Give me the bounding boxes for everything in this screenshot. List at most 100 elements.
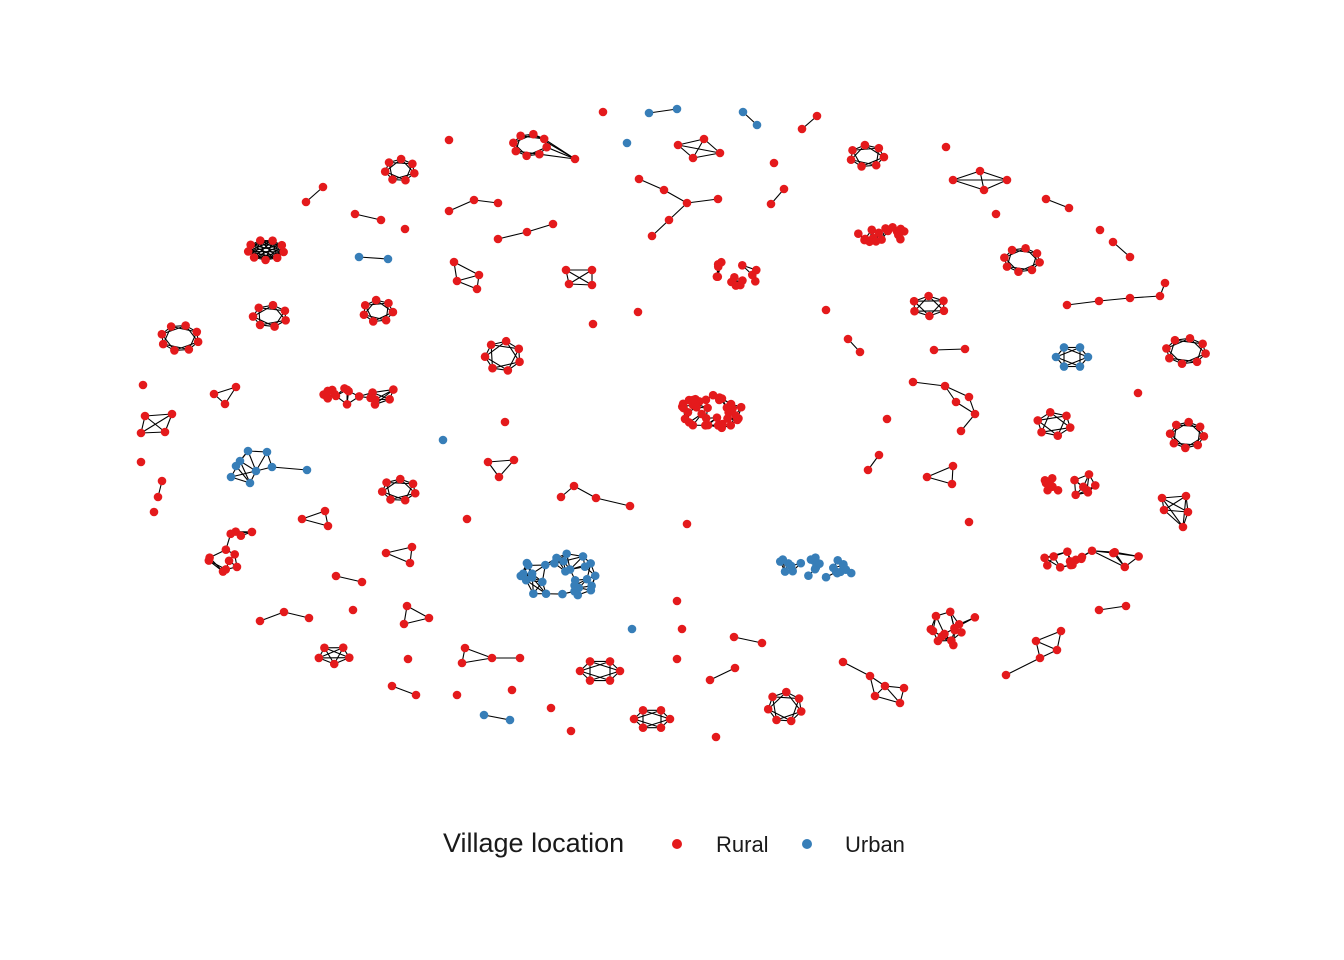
rural-village-node [1170, 335, 1180, 345]
rural-village-node [357, 577, 367, 587]
rural-village-node [204, 556, 214, 565]
urban-village-node [804, 571, 813, 580]
urban-village-node [672, 104, 682, 114]
urban-village-node [574, 583, 584, 593]
urban-village-node [821, 572, 831, 582]
rural-village-node [402, 601, 412, 611]
tie-edge [1063, 356, 1089, 368]
rural-village-node [1064, 203, 1074, 213]
tie-edge [259, 319, 286, 326]
tie-edge [335, 575, 363, 583]
rural-village-node [158, 339, 168, 349]
rural-village-node [354, 392, 364, 401]
rural-village-node [677, 624, 687, 634]
rural-village-node [888, 223, 897, 232]
urban-village-node [573, 590, 583, 600]
rural-village-node [270, 322, 279, 331]
rural-village-node [1133, 388, 1143, 398]
rural-village-node [941, 142, 951, 152]
rural-village-node [1169, 438, 1179, 448]
rural-village-node [672, 596, 682, 606]
rural-village-node [711, 732, 721, 742]
rural-village-node [444, 135, 454, 145]
tie-edge [497, 231, 528, 240]
rural-village-node [945, 607, 955, 617]
rural-village-node [865, 671, 875, 681]
rural-village-node [838, 657, 848, 667]
rural-village-node [395, 474, 405, 484]
rural-village-node [688, 153, 698, 163]
rural-village-node [860, 140, 870, 150]
rural-village-node [763, 704, 773, 714]
tie-edge [842, 661, 871, 677]
urban-village-node [243, 446, 253, 456]
tie-edge [1041, 427, 1071, 433]
rural-village-node [515, 653, 525, 663]
network-graph [136, 104, 1210, 742]
tie-edge [248, 244, 282, 253]
rural-village-node [1108, 237, 1118, 247]
tie-edge [354, 213, 382, 221]
rural-village-node [939, 296, 948, 306]
urban-village-node [565, 565, 575, 574]
rural-village-node [546, 703, 556, 713]
rural-village-node [1033, 416, 1043, 425]
urban-village-node [523, 561, 533, 570]
tie-edge [733, 636, 763, 644]
urban-village-node [383, 254, 393, 264]
tie-edge [546, 146, 576, 160]
rural-village-node [731, 411, 740, 420]
rural-village-node [1082, 485, 1092, 495]
rural-village-node [509, 455, 519, 465]
tie-edge [324, 647, 350, 659]
rural-village-node [682, 519, 692, 529]
rural-village-node [705, 675, 715, 685]
urban-village-node [538, 577, 547, 587]
rural-village-node [1043, 561, 1052, 570]
rural-village-node [1000, 253, 1009, 262]
rural-village-node [138, 380, 148, 390]
rural-village-node [874, 228, 884, 238]
rural-village-node [462, 514, 472, 524]
rural-village-node [570, 154, 580, 164]
rural-village-node [472, 284, 482, 294]
rural-village-node [323, 521, 333, 531]
tie-edge [1163, 495, 1187, 511]
rural-village-node [1162, 344, 1171, 353]
rural-village-node [708, 390, 718, 400]
rural-village-node [682, 198, 692, 208]
tie-edge [1098, 297, 1131, 302]
rural-village-node [320, 643, 329, 653]
rural-village-node [281, 315, 290, 325]
rural-village-node [688, 420, 698, 430]
rural-village-node [377, 487, 387, 496]
urban-village-node [622, 138, 632, 148]
rural-village-node [297, 514, 307, 524]
tie-edge [944, 385, 970, 398]
tie-edge [487, 459, 515, 463]
rural-village-node [1053, 485, 1063, 495]
rural-village-node [625, 501, 635, 511]
rural-village-node [516, 131, 525, 141]
urban-village-node [552, 553, 561, 563]
rural-village-node [167, 409, 177, 419]
rural-village-node [882, 414, 892, 424]
rural-village-node [724, 408, 733, 417]
urban-village-node [527, 569, 537, 578]
tie-edge [1055, 356, 1081, 368]
rural-village-node [331, 571, 341, 581]
urban-village-node [262, 447, 272, 457]
rural-village-node [712, 413, 722, 422]
urban-village-node [778, 555, 788, 564]
tie-edge [1161, 497, 1184, 528]
tie-edge [677, 138, 705, 146]
urban-village-node [302, 465, 312, 475]
rural-village-node [1087, 546, 1097, 556]
rural-village-node [389, 385, 398, 394]
rural-village-node [268, 300, 278, 310]
rural-village-node [401, 175, 410, 185]
tie-edge [579, 660, 611, 672]
rural-village-node [1183, 507, 1193, 517]
rural-village-node [449, 257, 459, 267]
rural-village-node [937, 632, 947, 641]
